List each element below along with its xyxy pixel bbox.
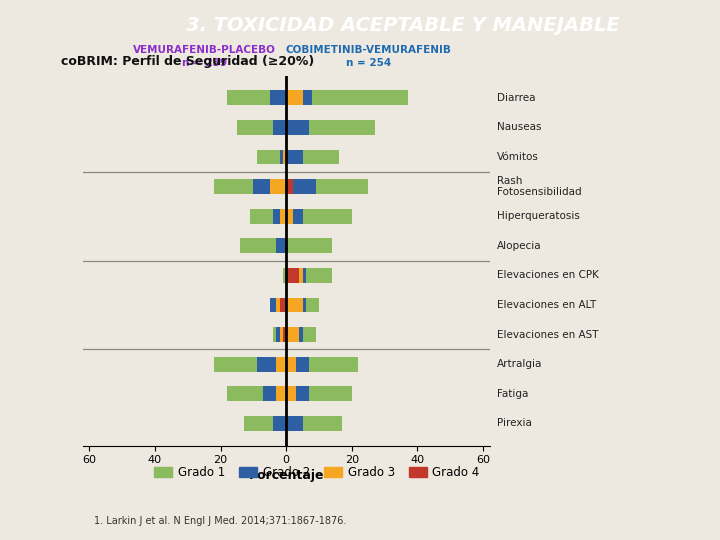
- Text: Pirexia: Pirexia: [497, 418, 531, 428]
- Bar: [256, 357, 287, 372]
- Bar: [287, 327, 302, 342]
- Bar: [279, 209, 287, 224]
- Text: 3. TOXICIDAD ACEPTABLE Y MANEJABLE: 3. TOXICIDAD ACEPTABLE Y MANEJABLE: [186, 16, 620, 35]
- Bar: [283, 150, 287, 164]
- Text: Artralgia: Artralgia: [497, 359, 542, 369]
- Bar: [287, 90, 408, 105]
- Bar: [287, 179, 368, 194]
- Text: n = 239: n = 239: [181, 58, 227, 68]
- Text: COBIMETINIB-VEMURAFENIB: COBIMETINIB-VEMURAFENIB: [285, 45, 451, 55]
- Text: n = 254: n = 254: [346, 58, 391, 68]
- Bar: [214, 179, 287, 194]
- Bar: [287, 298, 306, 312]
- Bar: [273, 209, 287, 224]
- Bar: [287, 179, 293, 194]
- Bar: [287, 327, 316, 342]
- Bar: [264, 386, 287, 401]
- Bar: [270, 179, 287, 194]
- Bar: [276, 357, 287, 372]
- Bar: [287, 90, 312, 105]
- Bar: [276, 386, 287, 401]
- Text: Alopecia: Alopecia: [497, 241, 541, 251]
- Bar: [270, 90, 287, 105]
- Bar: [279, 327, 287, 342]
- Bar: [237, 120, 287, 135]
- Bar: [287, 209, 293, 224]
- Bar: [287, 268, 332, 283]
- Bar: [279, 298, 287, 312]
- X-axis label: Porcentaje: Porcentaje: [248, 469, 324, 482]
- Bar: [283, 268, 287, 283]
- Bar: [273, 120, 287, 135]
- Bar: [276, 238, 287, 253]
- Bar: [227, 90, 287, 105]
- Bar: [243, 416, 287, 431]
- Bar: [253, 179, 287, 194]
- Bar: [287, 179, 316, 194]
- Text: Rash
Fotosensibilidad: Rash Fotosensibilidad: [497, 176, 582, 197]
- Bar: [273, 327, 287, 342]
- Text: Diarrea: Diarrea: [497, 93, 535, 103]
- Bar: [276, 298, 287, 312]
- Bar: [273, 416, 287, 431]
- Bar: [287, 268, 306, 283]
- Text: Elevaciones en CPK: Elevaciones en CPK: [497, 271, 598, 280]
- Bar: [287, 357, 359, 372]
- Bar: [287, 150, 338, 164]
- Bar: [287, 386, 352, 401]
- Bar: [287, 386, 309, 401]
- Bar: [287, 179, 293, 194]
- Bar: [287, 386, 296, 401]
- Bar: [287, 298, 302, 312]
- Bar: [287, 298, 319, 312]
- Bar: [240, 238, 287, 253]
- Bar: [270, 298, 287, 312]
- Text: 1. Larkin J et al. N Engl J Med. 2014;371:1867-1876.: 1. Larkin J et al. N Engl J Med. 2014;37…: [94, 516, 346, 526]
- Text: Elevaciones en ALT: Elevaciones en ALT: [497, 300, 596, 310]
- Bar: [250, 209, 287, 224]
- Text: Hiperqueratosis: Hiperqueratosis: [497, 211, 580, 221]
- Bar: [283, 327, 287, 342]
- Bar: [214, 357, 287, 372]
- Text: Elevaciones en AST: Elevaciones en AST: [497, 329, 598, 340]
- Text: Vómitos: Vómitos: [497, 152, 539, 162]
- Text: Fatiga: Fatiga: [497, 389, 528, 399]
- Bar: [270, 298, 287, 312]
- Bar: [287, 150, 302, 164]
- Bar: [256, 150, 287, 164]
- Bar: [287, 120, 375, 135]
- Text: VEMURAFENIB-PLACEBO: VEMURAFENIB-PLACEBO: [132, 45, 276, 55]
- Bar: [287, 416, 302, 431]
- Bar: [227, 386, 287, 401]
- Bar: [287, 268, 302, 283]
- Bar: [287, 357, 296, 372]
- Bar: [287, 120, 309, 135]
- Bar: [287, 416, 342, 431]
- Bar: [279, 150, 287, 164]
- Bar: [276, 327, 287, 342]
- Bar: [287, 357, 309, 372]
- Bar: [287, 209, 352, 224]
- Legend: Grado 1, Grado 2, Grado 3, Grado 4: Grado 1, Grado 2, Grado 3, Grado 4: [149, 461, 485, 484]
- Bar: [287, 268, 300, 283]
- Bar: [287, 209, 302, 224]
- Bar: [287, 327, 300, 342]
- Text: coBRIM: Perfil de Seguridad (≥20%): coBRIM: Perfil de Seguridad (≥20%): [61, 55, 315, 68]
- Bar: [287, 238, 332, 253]
- Text: Nauseas: Nauseas: [497, 123, 541, 132]
- Bar: [287, 90, 302, 105]
